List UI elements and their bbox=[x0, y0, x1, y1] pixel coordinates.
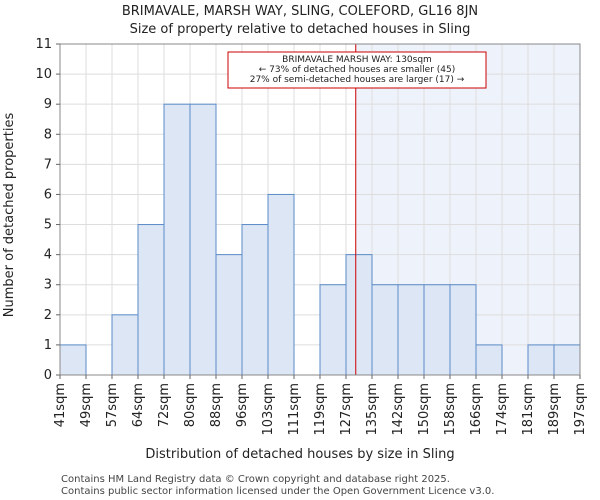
annotation-line-2: ← 73% of detached houses are smaller (45… bbox=[259, 65, 456, 75]
bar-96sqm bbox=[241, 224, 269, 376]
bar-88sqm bbox=[215, 254, 243, 376]
y-tick-label: 2 bbox=[44, 308, 52, 323]
x-tick-label: 135sqm bbox=[365, 383, 380, 436]
x-tick-label: 57sqm bbox=[105, 383, 120, 427]
annotation-line-3: 27% of semi-detached houses are larger (… bbox=[250, 75, 465, 85]
x-tick-label: 88sqm bbox=[209, 383, 224, 427]
bar-119sqm bbox=[319, 284, 347, 376]
x-tick-label: 72sqm bbox=[157, 383, 172, 427]
y-tick-label: 1 bbox=[44, 338, 52, 353]
y-tick-label: 4 bbox=[44, 248, 52, 263]
bar-64sqm bbox=[137, 224, 165, 376]
y-axis-ticks: 0 1 2 3 4 5 6 7 8 9 10 11 bbox=[35, 37, 60, 383]
footer-line-2: Contains public sector information licen… bbox=[61, 486, 494, 497]
x-tick-label: 127sqm bbox=[339, 383, 354, 436]
bar-41sqm bbox=[59, 344, 87, 376]
footer-line-1: Contains HM Land Registry data © Crown c… bbox=[61, 474, 450, 485]
x-axis-label: Distribution of detached houses by size … bbox=[145, 447, 454, 462]
x-axis-ticks: 41sqm 49sqm 57sqm 64sqm 72sqm 80sqm 88sqm 96sqm… bbox=[53, 375, 588, 436]
x-tick-label: 142sqm bbox=[391, 383, 406, 436]
y-tick-label: 9 bbox=[44, 97, 52, 112]
y-tick-label: 3 bbox=[44, 278, 52, 293]
x-tick-label: 119sqm bbox=[313, 383, 328, 436]
x-tick-label: 174sqm bbox=[495, 383, 510, 436]
y-tick-label: 7 bbox=[44, 157, 52, 172]
y-tick-label: 10 bbox=[35, 67, 52, 82]
annotation-line-1: BRIMAVALE MARSH WAY: 130sqm bbox=[282, 55, 432, 65]
x-tick-label: 150sqm bbox=[417, 383, 432, 436]
bar-103sqm bbox=[267, 193, 295, 376]
x-tick-label: 111sqm bbox=[287, 383, 302, 436]
y-tick-label: 6 bbox=[44, 187, 52, 202]
y-tick-label: 5 bbox=[44, 218, 52, 233]
x-tick-label: 166sqm bbox=[469, 383, 484, 436]
x-tick-label: 103sqm bbox=[261, 383, 276, 436]
x-tick-label: 181sqm bbox=[521, 383, 536, 436]
chart-title: BRIMAVALE, MARSH WAY, SLING, COLEFORD, G… bbox=[122, 4, 478, 19]
bar-72sqm bbox=[163, 103, 191, 376]
y-tick-label: 8 bbox=[44, 127, 52, 142]
bar-127sqm bbox=[345, 254, 373, 376]
y-tick-label: 11 bbox=[35, 37, 52, 52]
x-tick-label: 49sqm bbox=[79, 383, 94, 427]
y-tick-label: 0 bbox=[44, 368, 52, 383]
x-tick-label: 64sqm bbox=[131, 383, 146, 427]
x-tick-label: 96sqm bbox=[235, 383, 250, 427]
annotation-border bbox=[227, 51, 487, 89]
x-tick-label: 158sqm bbox=[443, 383, 458, 436]
bar-150sqm bbox=[423, 284, 451, 376]
bar-181sqm bbox=[527, 344, 555, 376]
bar-57sqm bbox=[111, 314, 139, 376]
bar-80sqm bbox=[189, 103, 217, 376]
x-tick-label: 80sqm bbox=[183, 383, 198, 427]
chart-subtitle: Size of property relative to detached ho… bbox=[130, 22, 471, 37]
bar-135sqm bbox=[371, 284, 399, 376]
bar-166sqm bbox=[475, 344, 503, 376]
annotation-box: BRIMAVALE MARSH WAY: 130sqm ← 73% of det… bbox=[227, 51, 487, 89]
x-tick-label: 197sqm bbox=[573, 383, 588, 436]
bar-142sqm bbox=[397, 284, 425, 376]
bars bbox=[59, 103, 581, 376]
x-tick-label: 41sqm bbox=[53, 383, 68, 427]
y-axis-label: Number of detached properties bbox=[2, 113, 17, 318]
bar-158sqm bbox=[449, 284, 477, 376]
x-tick-label: 189sqm bbox=[547, 383, 562, 436]
bar-189sqm bbox=[553, 344, 581, 376]
